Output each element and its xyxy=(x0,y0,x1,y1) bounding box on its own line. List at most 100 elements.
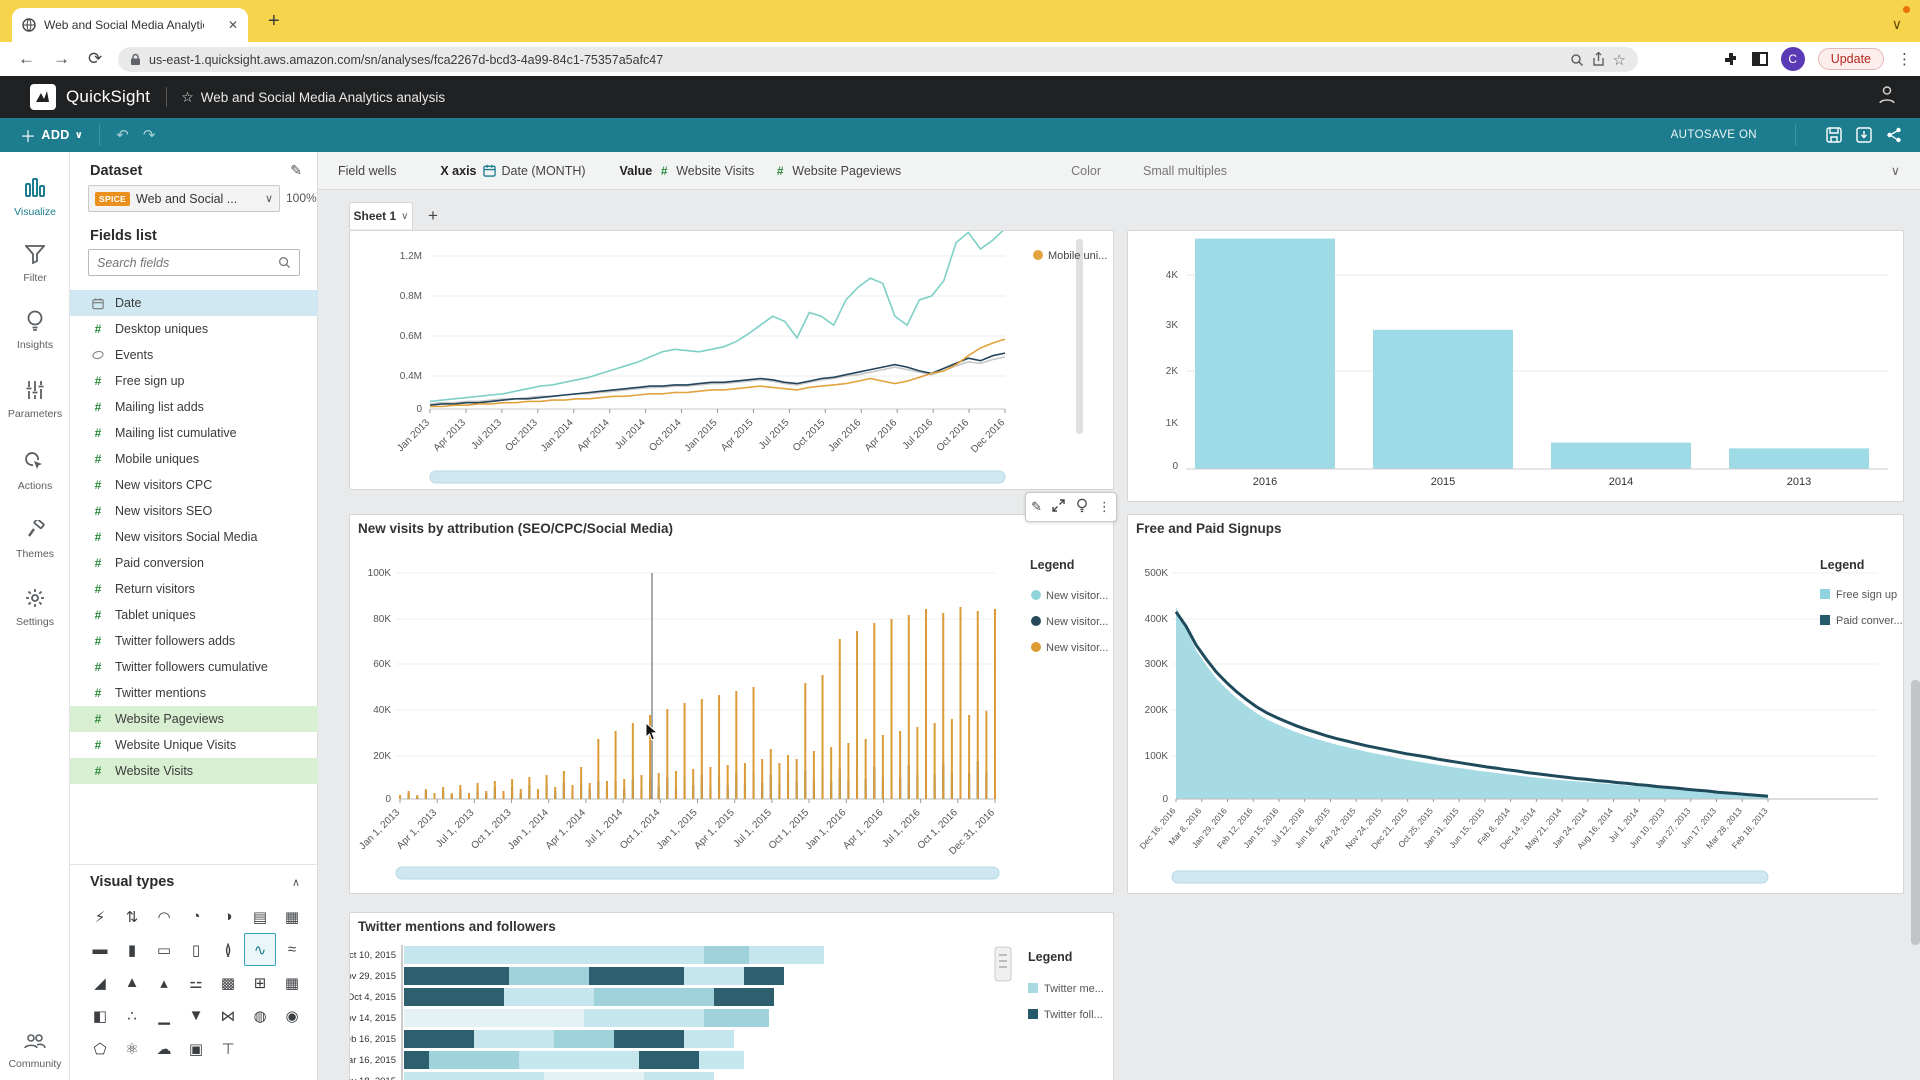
undo-icon[interactable]: ↶ xyxy=(116,127,129,144)
sidebar-item-actions[interactable]: Actions xyxy=(0,452,70,492)
field-item[interactable]: # Mobile uniques xyxy=(70,446,318,472)
visual-type-horizontal-bar[interactable]: ▬ xyxy=(92,941,108,958)
field-item[interactable]: # Return visitors xyxy=(70,576,318,602)
visual-twitter[interactable]: Twitter mentions and followers Oct 10, 2… xyxy=(349,912,1114,1080)
export-icon[interactable] xyxy=(1856,127,1872,143)
visual-type-pie-chart[interactable]: ◑ xyxy=(223,908,233,925)
add-button[interactable]: ＋ ADD ∨ xyxy=(20,123,83,147)
field-item[interactable]: # New visitors SEO xyxy=(70,498,318,524)
sheet-chevron-icon[interactable]: ∨ xyxy=(401,210,409,222)
field-item[interactable]: Date xyxy=(70,290,318,316)
field-item[interactable]: Events xyxy=(70,342,318,368)
visual-new-visits[interactable]: New visits by attribution (SEO/CPC/Socia… xyxy=(349,514,1114,894)
visual-type-word-cloud[interactable]: ☁ xyxy=(156,1040,172,1058)
visual-type-vertical-100-stacked[interactable]: ▯ xyxy=(191,941,201,959)
extensions-icon[interactable] xyxy=(1723,51,1739,67)
visual-type-table[interactable]: ▦ xyxy=(284,974,300,992)
visual-type-funnel[interactable]: ▼ xyxy=(188,1007,204,1024)
visual-type-line-chart[interactable]: ∿ xyxy=(244,933,276,966)
visual-type-combo-line[interactable]: ≈ xyxy=(287,941,297,958)
split-window-icon[interactable] xyxy=(1751,52,1768,66)
visual-type-custom-image[interactable]: ▣ xyxy=(188,1040,204,1058)
page-scrollbar[interactable] xyxy=(1911,680,1920,945)
sidebar-item-visualize[interactable]: Visualize xyxy=(0,178,70,218)
visual-type-tree-map[interactable]: ◧ xyxy=(92,1007,108,1025)
field-item[interactable]: # Website Visits xyxy=(70,758,318,784)
field-item[interactable]: # New visitors Social Media xyxy=(70,524,318,550)
field-item[interactable]: # Website Pageviews xyxy=(70,706,318,732)
browser-tab[interactable]: Web and Social Media Analytic ✕ xyxy=(12,8,248,42)
field-item[interactable]: # Mailing list cumulative xyxy=(70,420,318,446)
sidebar-item-themes[interactable]: Themes xyxy=(0,518,70,560)
save-icon[interactable] xyxy=(1826,127,1842,143)
field-wells-collapse-icon[interactable]: ∨ xyxy=(1890,164,1900,178)
visual-type-horizontal-stacked-bar[interactable]: ▤ xyxy=(252,908,268,926)
visual-type-kpi[interactable]: ⇅ xyxy=(125,908,139,926)
visual-type-radar-chart[interactable]: ⬠ xyxy=(93,1040,107,1058)
product-name[interactable]: QuickSight xyxy=(66,87,151,106)
visual-type-geospatial-map[interactable]: ◍ xyxy=(253,1007,267,1025)
value-well[interactable]: Value # Website Visits # Website Pagevie… xyxy=(619,163,902,178)
search-fields-input[interactable] xyxy=(97,255,278,270)
insight-suggestion-icon[interactable] xyxy=(1076,498,1088,516)
color-well[interactable]: Color xyxy=(1071,163,1101,178)
visual-type-stacked-area[interactable]: ▴ xyxy=(160,974,168,992)
visual-type-filled-map[interactable]: ◉ xyxy=(285,1007,299,1025)
add-sheet-button[interactable]: + xyxy=(428,206,438,225)
visual-type-horizontal-100-stacked[interactable]: ▭ xyxy=(156,941,172,959)
visual-type-vertical-bar[interactable]: ▮ xyxy=(127,941,137,959)
visual-type-combo-bar-line[interactable]: ▲ xyxy=(124,974,140,991)
dataset-selector[interactable]: SPICE Web and Social ... ∨ xyxy=(88,185,280,212)
visual-type-area-line[interactable]: ◢ xyxy=(94,974,106,992)
small-multiples-well[interactable]: Small multiples xyxy=(1142,163,1228,178)
visual-type-auto-graph[interactable]: ⚡ xyxy=(94,908,106,926)
field-item[interactable]: # Paid conversion xyxy=(70,550,318,576)
field-item[interactable]: # Desktop uniques xyxy=(70,316,318,342)
expand-visual-icon[interactable] xyxy=(1052,499,1065,515)
visual-type-box-plot[interactable]: ⚍ xyxy=(189,974,203,992)
forward-icon[interactable]: → xyxy=(53,49,70,68)
visual-type-text-box[interactable]: ⊤ xyxy=(221,1040,235,1058)
favorite-star-icon[interactable]: ☆ xyxy=(181,88,194,105)
sidebar-item-insights[interactable]: Insights xyxy=(0,310,70,351)
omnibox[interactable]: us-east-1.quicksight.aws.amazon.com/sn/a… xyxy=(118,47,1638,72)
visual-uniques-line[interactable]: 1.2M 0.8M 0.6M 0.4M 0 Jan 2013 Apr 2013 Jul 201… xyxy=(349,228,1114,490)
update-button[interactable]: Update xyxy=(1817,48,1884,70)
field-item[interactable]: # Twitter mentions xyxy=(70,680,318,706)
browser-menu-icon[interactable]: ⋮ xyxy=(1897,51,1912,68)
quicksight-logo[interactable] xyxy=(30,84,56,110)
field-item[interactable]: # Twitter followers adds xyxy=(70,628,318,654)
field-item[interactable]: # Website Unique Visits xyxy=(70,732,318,758)
new-tab-button[interactable]: + xyxy=(268,10,280,32)
visual-type-donut-chart[interactable]: ◔ xyxy=(191,908,201,925)
visual-type-histogram[interactable]: ▁ xyxy=(158,1007,170,1025)
visual-type-pivot-table[interactable]: ⊞ xyxy=(253,974,267,992)
field-item[interactable]: # Free sign up xyxy=(70,368,318,394)
edit-dataset-icon[interactable]: ✎ xyxy=(290,162,302,178)
visual-type-insight[interactable]: ⚛ xyxy=(125,1040,139,1058)
sidebar-item-parameters[interactable]: Parameters xyxy=(0,380,70,420)
field-item[interactable]: # Mailing list adds xyxy=(70,394,318,420)
visual-type-heat-map[interactable]: ▩ xyxy=(220,974,236,992)
profile-avatar[interactable]: C xyxy=(1780,47,1805,71)
x-axis-well[interactable]: X axis Date (MONTH) xyxy=(440,163,586,178)
share-icon[interactable] xyxy=(1592,52,1605,67)
redo-icon[interactable]: ↷ xyxy=(142,127,156,144)
visual-type-scatter-plot[interactable]: ∴ xyxy=(127,1007,137,1025)
field-wells-label[interactable]: Field wells xyxy=(338,163,397,178)
edit-visual-icon[interactable]: ✎ xyxy=(1031,499,1043,514)
visual-yearly-bars[interactable]: 4K 3K 2K 1K 0 2016 2015 2014 2013 xyxy=(1127,230,1904,502)
visual-type-waterfall[interactable]: ≬ xyxy=(224,941,232,959)
user-icon[interactable] xyxy=(1878,85,1896,105)
search-icon[interactable] xyxy=(1570,53,1584,67)
visual-signups[interactable]: Free and Paid Signups 500K 400K 300K 200K 10… xyxy=(1127,514,1904,894)
sheet-tab[interactable]: Sheet 1 ∨ xyxy=(349,202,413,229)
visual-type-sankey[interactable]: ⋈ xyxy=(220,1007,236,1025)
visual-types-collapse-icon[interactable]: ∧ xyxy=(291,876,300,889)
tabstrip-chevron-icon[interactable]: ∨ xyxy=(1891,16,1902,32)
sidebar-item-community[interactable]: Community xyxy=(0,1032,70,1070)
field-item[interactable]: # Twitter followers cumulative xyxy=(70,654,318,680)
visual-menu-icon[interactable]: ⋮ xyxy=(1097,499,1111,514)
share-analysis-icon[interactable] xyxy=(1886,127,1902,143)
field-item[interactable]: # New visitors CPC xyxy=(70,472,318,498)
